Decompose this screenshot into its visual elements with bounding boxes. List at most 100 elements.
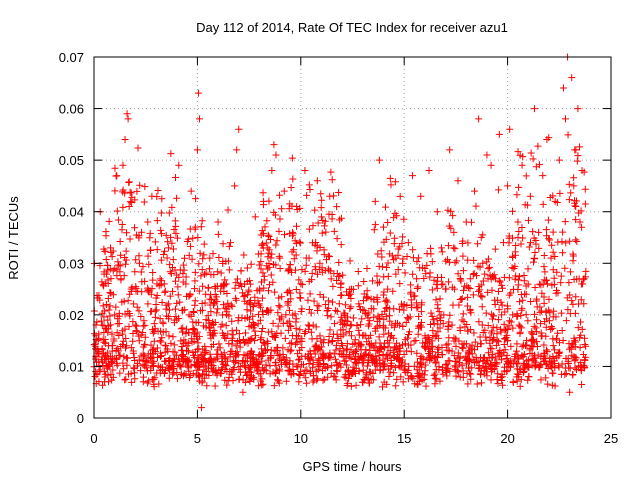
data-point-cloud bbox=[417, 308, 425, 316]
data-point-cloud bbox=[253, 357, 261, 365]
data-point-cloud bbox=[126, 290, 134, 298]
data-point-cloud bbox=[113, 272, 121, 280]
data-point-cloud bbox=[481, 326, 489, 334]
data-point bbox=[233, 146, 241, 154]
data-point bbox=[499, 239, 507, 247]
data-point-cloud bbox=[326, 349, 334, 357]
data-point bbox=[164, 244, 172, 252]
data-point-cloud bbox=[387, 181, 395, 189]
data-point-cloud bbox=[129, 337, 137, 345]
data-point-cloud bbox=[407, 373, 415, 381]
data-point-cloud bbox=[201, 342, 209, 350]
data-point-cloud bbox=[550, 274, 558, 282]
data-point-cloud bbox=[318, 343, 326, 351]
data-point-cloud bbox=[296, 372, 304, 380]
data-point-cloud bbox=[198, 379, 206, 387]
data-point-cloud bbox=[235, 336, 243, 344]
data-point bbox=[119, 161, 127, 169]
data-point-cloud bbox=[212, 356, 220, 364]
data-point-cloud bbox=[336, 272, 344, 280]
data-point-cloud bbox=[333, 203, 341, 211]
data-point-cloud bbox=[293, 206, 301, 214]
data-point-cloud bbox=[375, 278, 383, 286]
data-point-cloud bbox=[269, 278, 277, 286]
data-point bbox=[562, 115, 570, 123]
data-point-cloud bbox=[384, 350, 392, 358]
data-point-cloud bbox=[417, 363, 425, 371]
data-point-cloud bbox=[448, 321, 456, 329]
data-point bbox=[131, 321, 139, 329]
data-point-cloud bbox=[346, 257, 354, 265]
data-point-cloud bbox=[232, 296, 240, 304]
data-point-cloud bbox=[550, 346, 558, 354]
data-point-cloud bbox=[333, 361, 341, 369]
data-point-cloud bbox=[93, 318, 101, 326]
data-point-cloud bbox=[456, 275, 464, 283]
data-point-cloud bbox=[237, 280, 245, 288]
data-point bbox=[195, 115, 203, 123]
data-point bbox=[243, 306, 251, 314]
y-tick-label: 0.03 bbox=[59, 256, 84, 271]
data-point-cloud bbox=[444, 340, 452, 348]
data-point-cloud bbox=[507, 318, 515, 326]
data-point-cloud bbox=[305, 181, 313, 189]
data-point-cloud bbox=[471, 338, 479, 346]
data-point-cloud bbox=[121, 376, 129, 384]
data-point bbox=[169, 357, 177, 365]
data-point-cloud bbox=[565, 196, 573, 204]
data-point-cloud bbox=[274, 343, 282, 351]
data-point-cloud bbox=[548, 369, 556, 377]
data-point-cloud bbox=[258, 308, 266, 316]
data-point-cloud bbox=[170, 225, 178, 233]
data-point-cloud bbox=[189, 325, 197, 333]
data-point-cloud bbox=[489, 272, 497, 280]
data-point bbox=[454, 177, 462, 185]
data-point-cloud bbox=[340, 347, 348, 355]
data-point-cloud bbox=[287, 367, 295, 375]
data-point bbox=[121, 136, 129, 144]
data-point-cloud bbox=[327, 168, 335, 176]
data-point-cloud bbox=[122, 247, 130, 255]
data-point-cloud bbox=[569, 371, 577, 379]
data-point-cloud bbox=[306, 367, 314, 375]
data-point-cloud bbox=[153, 217, 161, 225]
data-point-cloud bbox=[325, 332, 333, 340]
data-point-cloud bbox=[284, 288, 292, 296]
data-point-cloud bbox=[237, 267, 245, 275]
data-point bbox=[446, 146, 454, 154]
data-point-cloud bbox=[528, 355, 536, 363]
data-point-cloud bbox=[515, 273, 523, 281]
data-point-cloud bbox=[301, 352, 309, 360]
data-point-cloud bbox=[515, 228, 523, 236]
data-point-cloud bbox=[343, 382, 351, 390]
data-point bbox=[491, 301, 499, 309]
data-point-cloud bbox=[272, 347, 280, 355]
data-point-cloud bbox=[559, 249, 567, 257]
data-point-cloud bbox=[573, 275, 581, 283]
data-point-cloud bbox=[539, 355, 547, 363]
data-point bbox=[313, 177, 321, 185]
data-point-cloud bbox=[186, 242, 194, 250]
data-point-cloud bbox=[531, 283, 539, 291]
y-axis-label: ROTI / TECUs bbox=[6, 196, 21, 280]
data-point-cloud bbox=[140, 317, 148, 325]
data-point-cloud bbox=[119, 330, 127, 338]
data-point-cloud bbox=[444, 242, 452, 250]
data-point-cloud bbox=[198, 306, 206, 314]
data-point-cloud bbox=[533, 303, 541, 311]
data-point-cloud bbox=[282, 377, 290, 385]
data-point-cloud bbox=[522, 342, 530, 350]
data-point-cloud bbox=[106, 312, 114, 320]
data-point-cloud bbox=[166, 292, 174, 300]
data-point-cloud bbox=[414, 303, 422, 311]
data-point-cloud bbox=[435, 366, 443, 374]
data-point-cloud bbox=[432, 352, 440, 360]
data-point-cloud bbox=[283, 319, 291, 327]
data-point-cloud bbox=[386, 229, 394, 237]
data-point-cloud bbox=[287, 183, 295, 191]
data-point-cloud bbox=[225, 340, 233, 348]
data-point-cloud bbox=[378, 310, 386, 318]
data-point-cloud bbox=[518, 304, 526, 312]
data-point-cloud bbox=[363, 362, 371, 370]
data-point-cloud bbox=[352, 381, 360, 389]
